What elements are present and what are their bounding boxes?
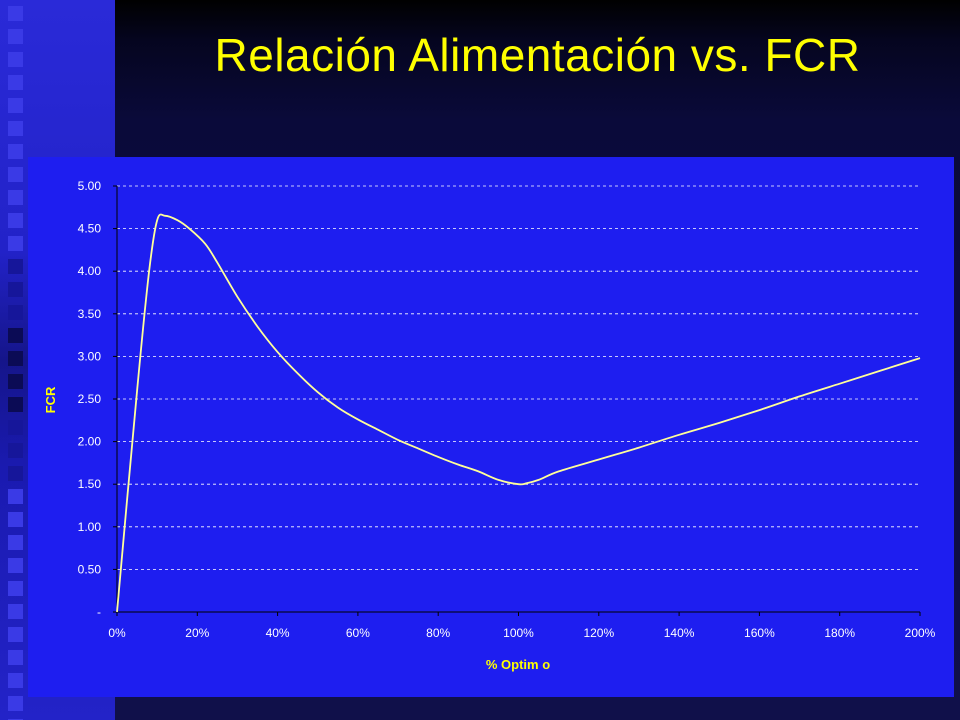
decorative-square [8, 213, 23, 228]
decorative-square [8, 190, 23, 205]
x-tick-label: 140% [664, 626, 695, 640]
decorative-square [8, 466, 23, 481]
series-layer [116, 213, 921, 613]
decorative-square [8, 443, 23, 458]
decorative-square [8, 328, 23, 343]
decorative-square [8, 420, 23, 435]
decorative-square [8, 144, 23, 159]
decorative-square [8, 512, 23, 527]
y-tick-label: 0.50 [78, 562, 102, 576]
y-tick-label: 4.50 [78, 222, 102, 236]
decorative-square [8, 236, 23, 251]
x-tick-label: 180% [824, 626, 855, 640]
decorative-squares [8, 6, 23, 720]
x-tick-label: 80% [426, 626, 450, 640]
y-tick-label: 3.50 [78, 307, 102, 321]
y-tick-label: 1.00 [78, 520, 102, 534]
y-tick-label: 5.00 [78, 179, 102, 193]
decorative-square [8, 351, 23, 366]
y-tick-labels: - 0.50 1.00 1.50 2.00 2.50 3.00 3.50 4.00 4.50 5.0… [78, 179, 102, 619]
decorative-square [8, 558, 23, 573]
decorative-square [8, 696, 23, 711]
decorative-square [8, 121, 23, 136]
decorative-square [8, 305, 23, 320]
axes [113, 185, 921, 616]
x-tick-label: 120% [583, 626, 614, 640]
decorative-square [8, 75, 23, 90]
slide-title: Relación Alimentación vs. FCR [214, 29, 861, 81]
y-tick-label: 1.50 [78, 477, 102, 491]
x-tick-label: 200% [905, 626, 936, 640]
decorative-square [8, 259, 23, 274]
y-tick-label: 2.50 [78, 392, 102, 406]
decorative-square [8, 627, 23, 642]
decorative-square [8, 604, 23, 619]
y-tick-label: - [97, 605, 101, 619]
decorative-square [8, 282, 23, 297]
y-tick-label: 4.00 [78, 264, 102, 278]
x-tick-label: 100% [503, 626, 534, 640]
x-tick-label: 20% [185, 626, 209, 640]
series-line [116, 213, 921, 613]
x-tick-labels: 0% 20% 40% 60% 80% 100% 120% 140% 160% 180% 200% [108, 626, 935, 640]
decorative-square [8, 397, 23, 412]
decorative-square [8, 29, 23, 44]
x-tick-label: 160% [744, 626, 775, 640]
grid-lines [117, 185, 920, 570]
y-tick-label: 2.00 [78, 435, 102, 449]
decorative-square [8, 167, 23, 182]
line-chart: - 0.50 1.00 1.50 2.00 2.50 3.00 3.50 4.00 4.50 5.0… [43, 179, 936, 672]
decorative-square [8, 489, 23, 504]
decorative-square [8, 98, 23, 113]
decorative-square [8, 535, 23, 550]
decorative-square [8, 374, 23, 389]
decorative-square [8, 650, 23, 665]
decorative-square [8, 6, 23, 21]
x-tick-label: 40% [266, 626, 290, 640]
x-tick-label: 0% [108, 626, 126, 640]
x-axis-label: % Optim o [486, 657, 550, 672]
y-tick-label: 3.00 [78, 349, 102, 363]
decorative-square [8, 673, 23, 688]
decorative-square [8, 52, 23, 67]
chart-area: - 0.50 1.00 1.50 2.00 2.50 3.00 3.50 4.00 4.50 5.0… [28, 157, 954, 697]
decorative-square [8, 581, 23, 596]
x-tick-label: 60% [346, 626, 370, 640]
y-axis-label: FCR [43, 386, 58, 413]
